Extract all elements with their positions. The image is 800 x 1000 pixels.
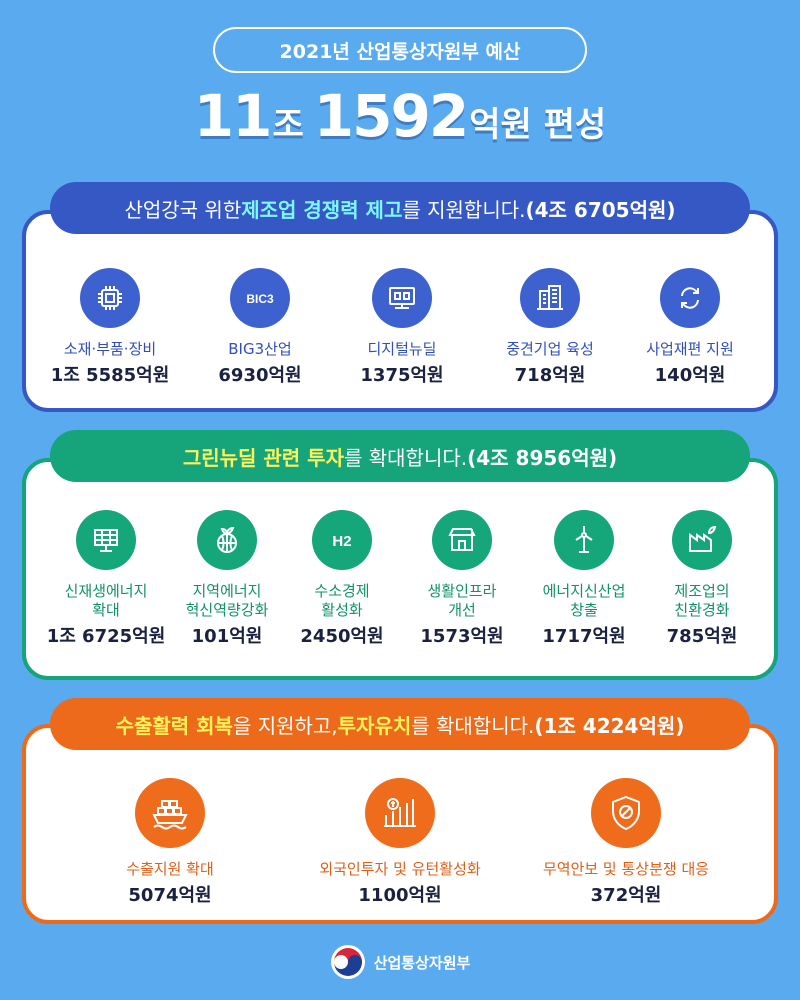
section-banner: 그린뉴딜 관련 투자 를 확대합니다. (4조 8956억원)	[50, 430, 750, 482]
footer: 산업통상자원부	[0, 940, 800, 984]
item-label: 사업재편 지원	[646, 340, 734, 358]
item-label: 무역안보 및 통상분쟁 대응	[542, 860, 710, 878]
budget-item: 신재생에너지 확대 1조 6725억원	[31, 510, 181, 648]
budget-item: 수출지원 확대 5074억원	[70, 778, 270, 907]
globe-sprout-icon	[197, 510, 257, 570]
amount-hundred-million: 1592	[313, 82, 469, 150]
budget-item: 제조업의 친환경화 785억원	[627, 510, 777, 648]
item-label: 외국인투자 및 유턴활성화	[319, 860, 481, 878]
budget-item: 에너지신산업 창출 1717억원	[509, 510, 659, 648]
investment-chart-icon	[365, 778, 435, 848]
item-label: 수출지원 확대	[126, 860, 214, 878]
big3-icon: BIC3	[230, 268, 290, 328]
item-value: 5074억원	[128, 885, 212, 906]
banner-highlight: 제조업 경쟁력 제고	[241, 197, 403, 222]
hydrogen-icon: H2	[312, 510, 372, 570]
refresh-icon	[660, 268, 720, 328]
svg-text:H2: H2	[332, 533, 351, 550]
item-value: 1717억원	[542, 626, 626, 647]
item-value: 372억원	[590, 885, 662, 906]
banner-highlight: 그린뉴딜 관련 투자	[182, 445, 344, 470]
item-value: 140억원	[654, 365, 726, 386]
banner-total: (4조 8956억원)	[467, 445, 618, 470]
budget-item: 무역안보 및 통상분쟁 대응 372억원	[516, 778, 736, 907]
item-value: 785억원	[666, 626, 738, 647]
banner-text: 를 확대합니다.	[343, 445, 468, 470]
item-label: 지역에너지 혁신역량강화	[185, 582, 269, 619]
budget-year-pill: 2021년 산업통상자원부 예산	[213, 27, 587, 73]
budget-item: 지역에너지 혁신역량강화 101억원	[152, 510, 302, 648]
budget-item: 외국인투자 및 유턴활성화 1100억원	[290, 778, 510, 907]
wind-turbine-icon	[554, 510, 614, 570]
banner-total: (4조 6705억원)	[525, 197, 676, 222]
unit-trillion: 조	[272, 105, 304, 145]
budget-headline: 11 조 1592 억원 편성	[0, 82, 800, 162]
item-label: 신재생에너지 확대	[64, 582, 148, 619]
item-value: 1조 6725억원	[46, 626, 166, 647]
item-value: 1조 5585억원	[50, 365, 170, 386]
svg-text:BIC3: BIC3	[246, 292, 274, 306]
digital-monitor-icon	[372, 268, 432, 328]
cargo-ship-icon	[135, 778, 205, 848]
banner-total: (1조 4224억원)	[534, 713, 685, 738]
unit-hundred-million: 억원 편성	[469, 105, 607, 145]
budget-item: 디지털뉴딜 1375억원	[327, 268, 477, 387]
item-label: 생활인프라 개선	[427, 582, 497, 619]
item-label: 디지털뉴딜	[367, 340, 437, 358]
item-value: 2450억원	[300, 626, 384, 647]
budget-subtitle: 2021년 산업통상자원부 예산	[279, 40, 521, 63]
banner-highlight: 수출활력 회복	[115, 713, 233, 738]
budget-item: 사업재편 지원 140억원	[615, 268, 765, 387]
chip-icon	[80, 268, 140, 328]
banner-text: 을 지원하고,	[232, 713, 338, 738]
item-label: 에너지신산업 창출	[542, 582, 626, 619]
building-icon	[520, 268, 580, 328]
eco-factory-icon	[672, 510, 732, 570]
item-value: 1100억원	[358, 885, 442, 906]
section-banner: 산업강국 위한 제조업 경쟁력 제고 를 지원합니다. (4조 6705억원)	[50, 182, 750, 234]
item-label: BIG3산업	[228, 340, 292, 358]
store-plug-icon	[432, 510, 492, 570]
section-banner: 수출활력 회복 을 지원하고, 투자유치 를 확대합니다. (1조 4224억원…	[50, 698, 750, 750]
banner-text: 산업강국 위한	[124, 197, 242, 222]
budget-item: 생활인프라 개선 1573억원	[387, 510, 537, 648]
ministry-name: 산업통상자원부	[373, 953, 471, 972]
budget-item: 소재·부품·장비 1조 5585억원	[35, 268, 185, 387]
item-label: 제조업의 친환경화	[674, 582, 730, 619]
banner-text: 를 확대합니다.	[411, 713, 535, 738]
budget-item: BIC3 BIG3산업 6930억원	[185, 268, 335, 387]
item-value: 6930억원	[218, 365, 302, 386]
banner-text: 를 지원합니다.	[402, 197, 526, 222]
banner-highlight: 투자유치	[337, 713, 412, 738]
budget-item: 중견기업 육성 718억원	[475, 268, 625, 387]
shield-icon	[591, 778, 661, 848]
item-value: 1573억원	[420, 626, 504, 647]
item-label: 중견기업 육성	[506, 340, 594, 358]
government-emblem-icon	[330, 945, 365, 979]
item-label: 소재·부품·장비	[63, 340, 157, 358]
item-value: 1375억원	[360, 365, 444, 386]
solar-panel-icon	[76, 510, 136, 570]
item-label: 수소경제 활성화	[314, 582, 370, 619]
budget-item: H2 수소경제 활성화 2450억원	[267, 510, 417, 648]
item-value: 101억원	[191, 626, 263, 647]
item-value: 718억원	[514, 365, 586, 386]
amount-trillion: 11	[193, 82, 273, 150]
